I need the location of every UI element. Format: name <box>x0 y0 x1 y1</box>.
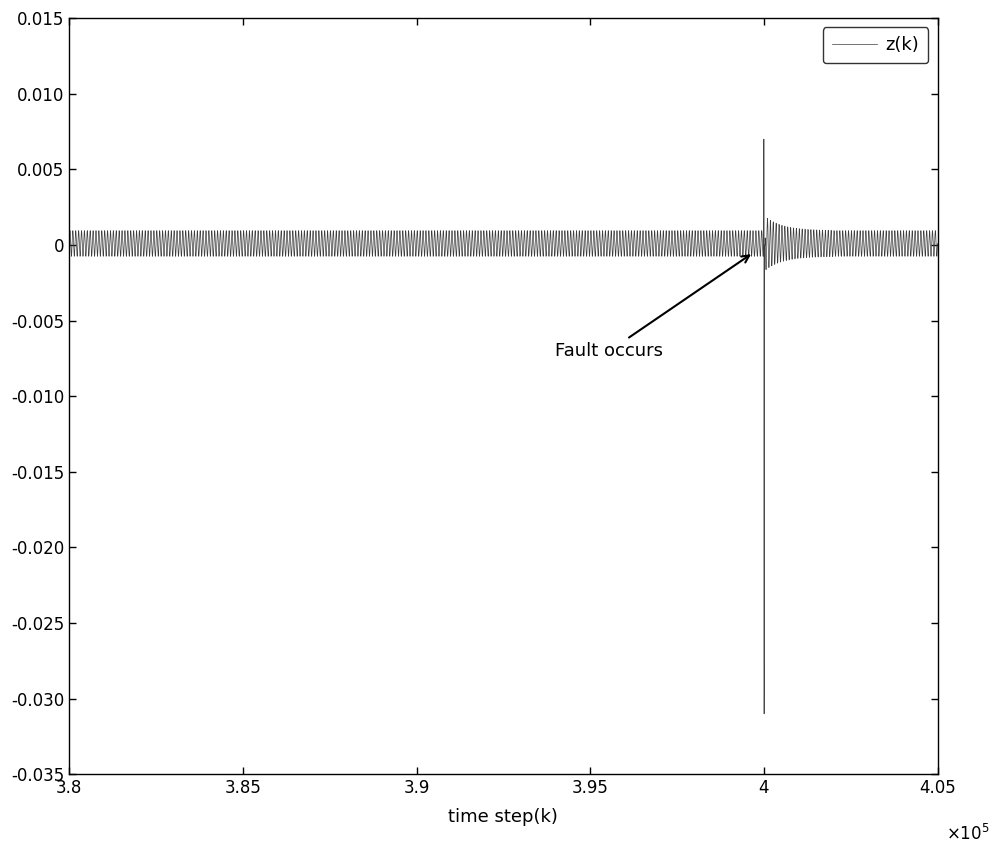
z(k) <box>758 134 770 144</box>
Text: $\times10^5$: $\times10^5$ <box>946 823 990 844</box>
Legend: z(k): z(k) <box>823 27 928 64</box>
z(k) <box>534 251 546 261</box>
z(k) <box>586 248 598 259</box>
X-axis label: time step(k): time step(k) <box>448 808 558 826</box>
z(k) <box>708 248 720 259</box>
z(k) <box>396 246 408 256</box>
Text: Fault occurs: Fault occurs <box>555 255 749 360</box>
z(k) <box>758 709 770 719</box>
z(k) <box>122 231 134 241</box>
Line: z(k): z(k) <box>69 139 938 714</box>
z(k) <box>932 238 944 248</box>
z(k) <box>63 238 75 248</box>
z(k) <box>272 227 284 237</box>
